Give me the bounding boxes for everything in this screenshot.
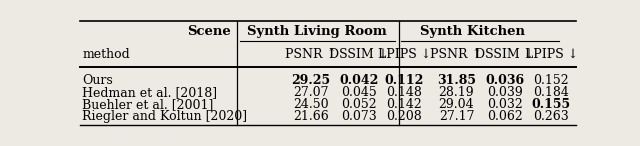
Text: Scene: Scene: [187, 25, 231, 38]
Text: Hedman et al. [2018]: Hedman et al. [2018]: [83, 86, 218, 99]
Text: DSSIM ↓: DSSIM ↓: [329, 48, 388, 61]
Text: DSSIM ↓: DSSIM ↓: [476, 48, 534, 61]
Text: LPIPS ↓: LPIPS ↓: [378, 48, 431, 61]
Text: 27.17: 27.17: [438, 110, 474, 123]
Text: 29.04: 29.04: [438, 98, 474, 111]
Text: 0.036: 0.036: [486, 74, 525, 87]
Text: Synth Kitchen: Synth Kitchen: [420, 25, 525, 38]
Text: 0.148: 0.148: [387, 86, 422, 99]
Text: 0.263: 0.263: [533, 110, 569, 123]
Text: 0.112: 0.112: [385, 74, 424, 87]
Text: 0.039: 0.039: [487, 86, 523, 99]
Text: Buehler et al. [2001]: Buehler et al. [2001]: [83, 98, 214, 111]
Text: LPIPS ↓: LPIPS ↓: [525, 48, 578, 61]
Text: 0.152: 0.152: [533, 74, 569, 87]
Text: 28.19: 28.19: [438, 86, 474, 99]
Text: 0.032: 0.032: [487, 98, 523, 111]
Text: 31.85: 31.85: [437, 74, 476, 87]
Text: 0.042: 0.042: [339, 74, 378, 87]
Text: Synth Living Room: Synth Living Room: [247, 25, 387, 38]
Text: PSNR ↑: PSNR ↑: [285, 48, 337, 61]
Text: 24.50: 24.50: [293, 98, 329, 111]
Text: Riegler and Koltun [2020]: Riegler and Koltun [2020]: [83, 110, 248, 123]
Text: 0.073: 0.073: [341, 110, 376, 123]
Text: 0.208: 0.208: [387, 110, 422, 123]
Text: 0.052: 0.052: [341, 98, 376, 111]
Text: 29.25: 29.25: [292, 74, 331, 87]
Text: Ours: Ours: [83, 74, 113, 87]
Text: 0.045: 0.045: [341, 86, 376, 99]
Text: 0.155: 0.155: [532, 98, 571, 111]
Text: 0.184: 0.184: [533, 86, 569, 99]
Text: PSNR ↑: PSNR ↑: [431, 48, 483, 61]
Text: 0.062: 0.062: [487, 110, 523, 123]
Text: 0.142: 0.142: [387, 98, 422, 111]
Text: 27.07: 27.07: [293, 86, 329, 99]
Text: method: method: [83, 48, 130, 61]
Text: 21.66: 21.66: [293, 110, 329, 123]
